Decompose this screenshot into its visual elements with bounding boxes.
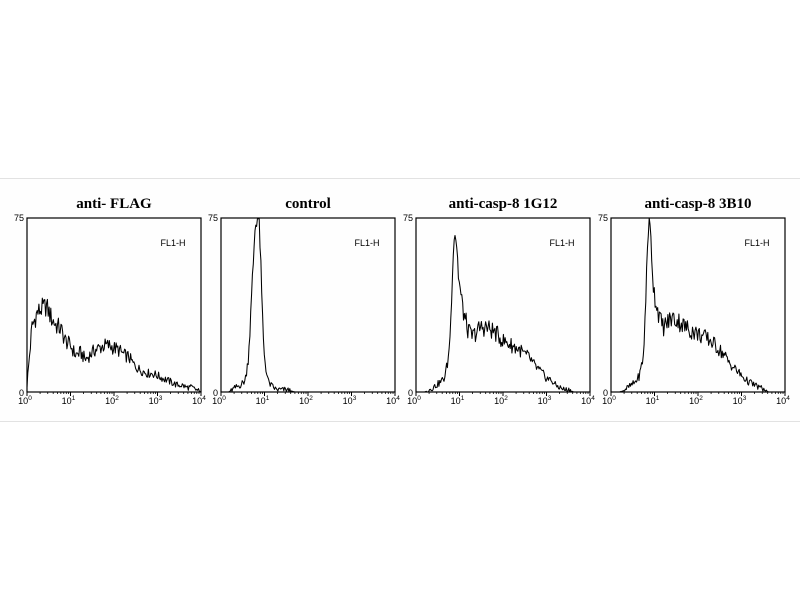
- y-tick-label: 0: [408, 388, 413, 398]
- x-tick-label: 104: [386, 395, 400, 406]
- histogram-series-line: [221, 217, 395, 393]
- x-tick-label: 104: [192, 395, 206, 406]
- x-tick-label: 103: [538, 395, 552, 406]
- panel-title: control: [285, 196, 331, 212]
- x-tick-label: 102: [689, 395, 703, 406]
- panel-title: anti-casp-8 1G12: [449, 196, 558, 212]
- x-tick-label: 104: [776, 395, 790, 406]
- x-tick-label: 100: [212, 395, 226, 406]
- x-tick-label: 100: [602, 395, 616, 406]
- histogram-series-line: [611, 217, 785, 393]
- x-tick-label: 101: [62, 395, 76, 406]
- x-tick-label: 103: [149, 395, 163, 406]
- y-tick-label: 75: [208, 213, 218, 223]
- panel-title: anti- FLAG: [76, 196, 152, 212]
- channel-label: FL1-H: [160, 238, 185, 248]
- x-tick-label: 101: [646, 395, 660, 406]
- y-tick-label: 75: [14, 213, 24, 223]
- histogram-series-line: [416, 234, 590, 393]
- x-tick-label: 100: [18, 395, 32, 406]
- y-tick-label: 75: [598, 213, 608, 223]
- y-tick-label: 0: [603, 388, 608, 398]
- channel-label: FL1-H: [549, 238, 574, 248]
- channel-label: FL1-H: [354, 238, 379, 248]
- x-tick-label: 102: [105, 395, 119, 406]
- x-tick-label: 103: [343, 395, 357, 406]
- y-tick-label: 0: [19, 388, 24, 398]
- figure-strip: anti- FLAG 75 0 100 101 102 103 104 FL1-H control…: [0, 178, 800, 422]
- x-tick-label: 101: [451, 395, 465, 406]
- panel-title: anti-casp-8 3B10: [644, 196, 751, 212]
- y-tick-label: 75: [403, 213, 413, 223]
- histogram-series-line: [26, 297, 202, 393]
- x-tick-label: 104: [581, 395, 595, 406]
- x-tick-label: 102: [494, 395, 508, 406]
- x-tick-label: 102: [299, 395, 313, 406]
- x-tick-label: 101: [256, 395, 270, 406]
- channel-label: FL1-H: [744, 238, 769, 248]
- x-tick-label: 100: [407, 395, 421, 406]
- x-tick-label: 103: [733, 395, 747, 406]
- y-tick-label: 0: [213, 388, 218, 398]
